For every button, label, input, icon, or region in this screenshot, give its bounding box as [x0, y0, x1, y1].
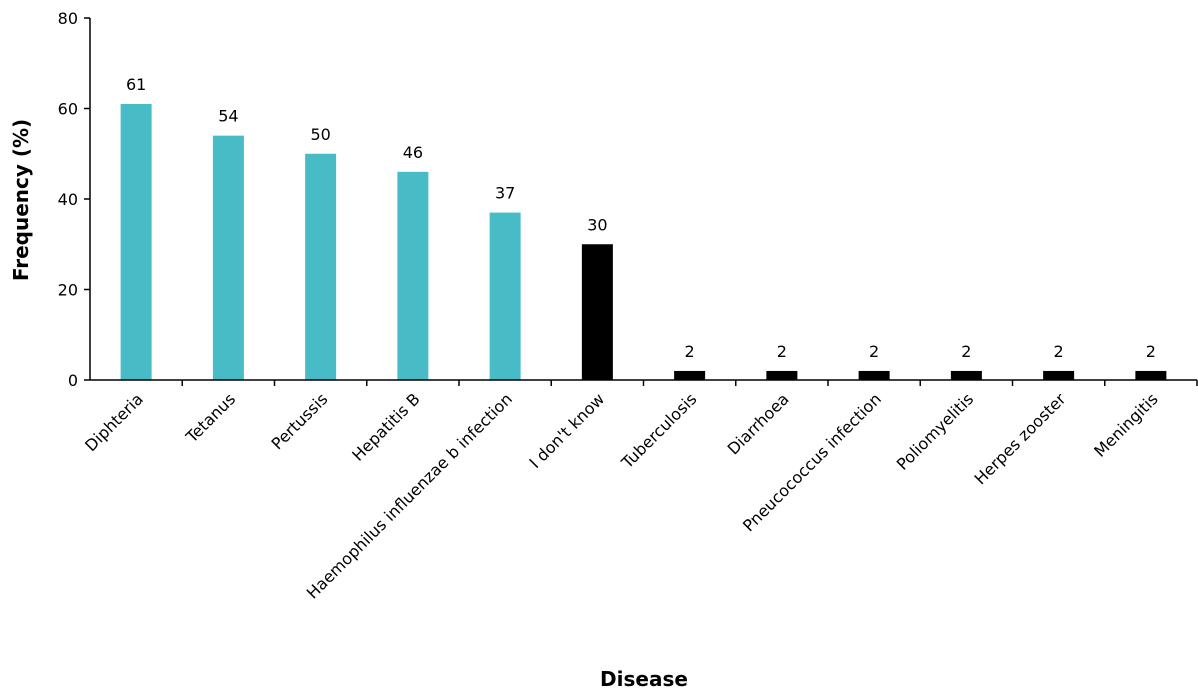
x-tick-label: Tetanus [182, 389, 240, 447]
x-ticks-layer: Diphteria Tetanus Pertussis Hepatitis BHaem… [81, 380, 1198, 603]
data-label: 54 [218, 107, 238, 126]
data-label: 46 [403, 143, 423, 162]
x-tick-label: Tuberculosis [617, 389, 700, 472]
y-tick-label: 80 [58, 9, 78, 28]
data-label: 61 [126, 75, 146, 94]
data-label: 37 [495, 184, 515, 203]
x-axis-title: Disease [600, 667, 688, 691]
bar [489, 212, 521, 380]
bar [305, 153, 337, 380]
x-tick-label: Pertussis [268, 389, 332, 453]
axes-layer [89, 18, 1197, 381]
y-ticks-layer: 0 20 40 60 80 [58, 9, 90, 390]
data-label: 2 [961, 342, 971, 361]
data-labels-layer: 61 54 50 46 37 30 2 2 2 2 2 2 [126, 75, 1156, 361]
bar [397, 171, 429, 380]
data-label: 50 [310, 125, 330, 144]
data-label: 2 [777, 342, 787, 361]
data-label: 2 [685, 342, 695, 361]
data-label: 2 [1054, 342, 1064, 361]
data-label: 2 [869, 342, 879, 361]
x-tick-label: Diarrhoea [724, 389, 793, 458]
x-tick-label: Poliomyelitis [893, 389, 977, 473]
bar [120, 103, 152, 380]
bar [1135, 370, 1167, 380]
x-tick-label: Haemophilus influenzae b infection [303, 389, 516, 602]
bar [674, 370, 706, 380]
data-label: 30 [587, 215, 607, 234]
x-tick-label: I don't know [526, 389, 609, 472]
y-tick-label: 20 [58, 281, 78, 300]
bar [950, 370, 982, 380]
bar [212, 135, 244, 380]
x-tick-label: Hepatitis B [348, 389, 423, 464]
y-tick-label: 0 [68, 371, 78, 390]
bar [766, 370, 798, 380]
x-tick-label: Meningitis [1090, 389, 1161, 460]
x-tick-label: Herpes zooster [971, 389, 1070, 488]
y-tick-label: 60 [58, 100, 78, 119]
x-tick-label: Diphteria [81, 389, 147, 455]
y-tick-label: 40 [58, 190, 78, 209]
bar [1043, 370, 1075, 380]
y-axis-title: Frequency (%) [9, 119, 33, 281]
data-label: 2 [1146, 342, 1156, 361]
bar [858, 370, 890, 380]
bars-layer [120, 103, 1167, 380]
bar [581, 244, 613, 380]
